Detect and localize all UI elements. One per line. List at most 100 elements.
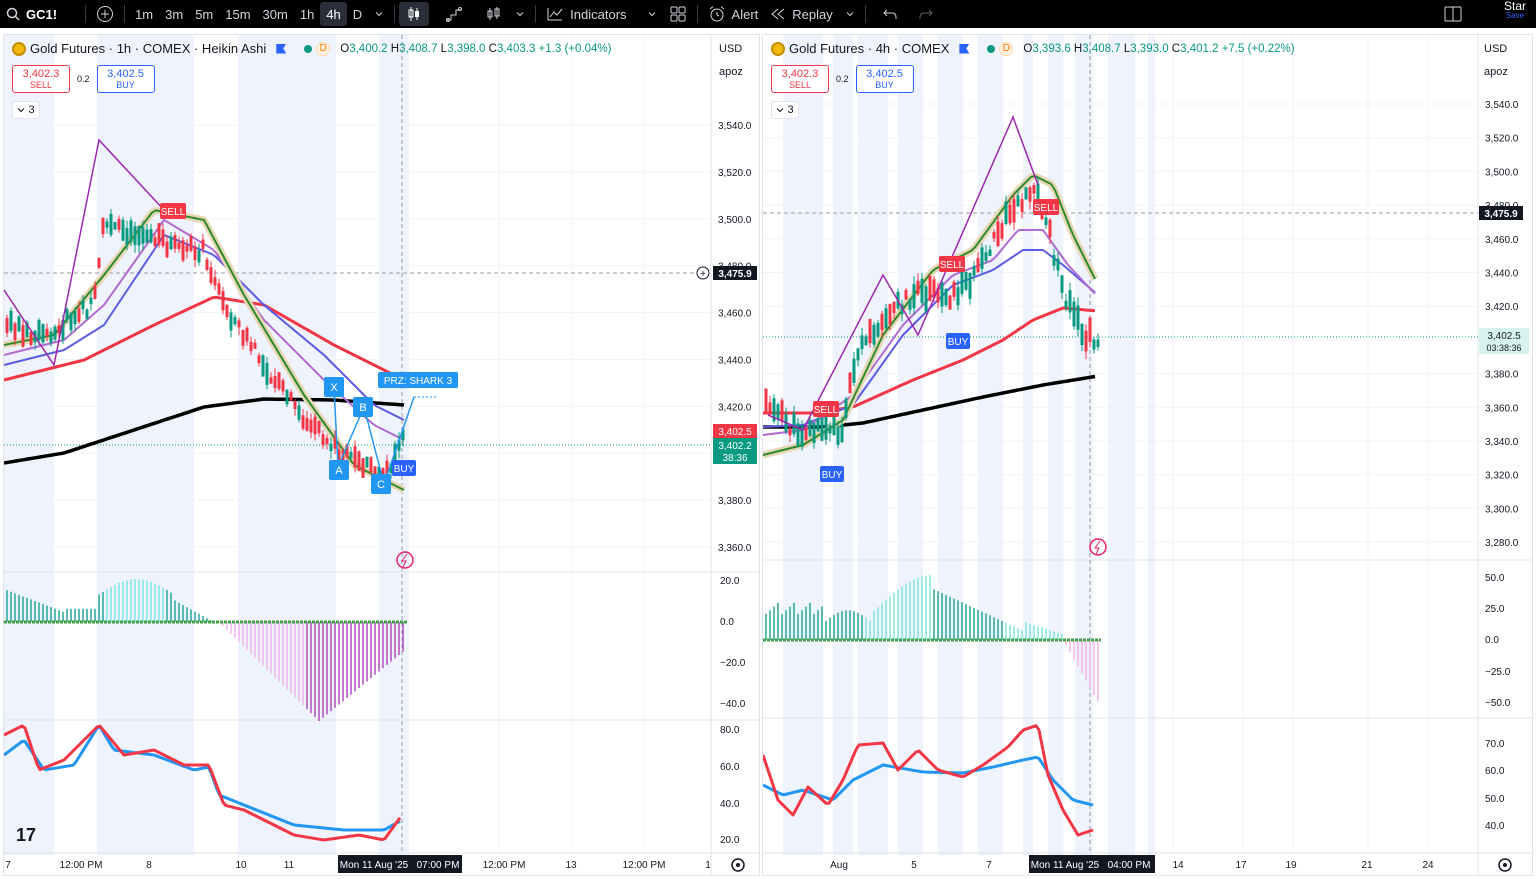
left-sell-button[interactable]: 3,402.3 SELL	[12, 65, 70, 93]
candle-body	[41, 324, 45, 343]
candle-body	[932, 279, 936, 299]
bar-type-button[interactable]	[479, 0, 509, 28]
price-tick: 3,360.0	[718, 543, 752, 554]
sell-signal-bg	[813, 401, 839, 417]
right-indicators-collapse-button[interactable]: 3	[771, 101, 799, 119]
candle-body	[824, 414, 828, 440]
candle-body	[13, 323, 17, 340]
candle-body	[57, 325, 61, 334]
save-button[interactable]: Star Save	[1498, 0, 1536, 28]
buy-label: BUY	[875, 80, 894, 90]
cursor-time: 04:00 PM	[1108, 860, 1151, 871]
candle-body	[37, 320, 41, 341]
session-band	[1023, 35, 1033, 855]
time-tick: 12:00 PM	[483, 860, 526, 871]
interval-1h[interactable]: 1h	[299, 6, 315, 22]
lightning-bolt	[1094, 540, 1101, 555]
candle-body	[964, 271, 968, 290]
layout-button[interactable]	[1438, 0, 1468, 28]
flag-icon[interactable]	[959, 43, 970, 54]
indicators-dropdown[interactable]	[641, 0, 663, 28]
left-buy-button[interactable]: 3,402.5 BUY	[96, 65, 155, 93]
gold-coin-icon	[12, 41, 26, 56]
interval-d[interactable]: D	[352, 6, 363, 22]
right-buy-button[interactable]: 3,402.5 BUY	[855, 65, 914, 93]
left-legend: Gold Futures · 1h · COMEX · Heikin Ashi …	[12, 41, 611, 56]
grid-icon	[670, 6, 686, 22]
time-tick: 7	[986, 860, 992, 871]
interval-1m[interactable]: 1m	[135, 6, 154, 22]
time-tick: 19	[1285, 860, 1297, 871]
alert-button[interactable]: Alert	[702, 0, 765, 28]
compare-symbol-button[interactable]	[90, 0, 120, 28]
alarm-clock-icon	[709, 6, 724, 22]
line-type-button[interactable]	[439, 0, 469, 28]
price-tick: 3,520.0	[718, 168, 752, 179]
macd-tick: 25.0	[1485, 604, 1505, 615]
interval-4h[interactable]: 4h	[320, 2, 347, 26]
flag-icon[interactable]	[276, 43, 287, 54]
candle-body	[1048, 219, 1052, 238]
interval-dropdown[interactable]	[368, 0, 390, 28]
pattern-point-bg	[324, 377, 344, 397]
candle-type-button[interactable]	[399, 2, 430, 26]
candle-body	[317, 420, 321, 434]
interval-15m[interactable]: 15m	[225, 6, 251, 22]
indicators-icon	[547, 8, 563, 21]
replay-button[interactable]: Replay	[764, 0, 838, 28]
macd-tick: 20.0	[720, 576, 740, 587]
time-tick: 8	[146, 860, 152, 871]
candle-body	[988, 249, 992, 256]
candle-body	[5, 318, 9, 334]
undo-button[interactable]	[876, 0, 904, 28]
candle-body	[233, 316, 237, 325]
right-scale-button[interactable]: apoz	[1484, 66, 1508, 78]
candle-body	[1084, 330, 1088, 352]
replay-dropdown[interactable]	[839, 0, 861, 28]
bar-type-dropdown[interactable]	[509, 0, 531, 28]
candle-body	[812, 422, 816, 444]
redo-button[interactable]	[912, 0, 940, 28]
session-band	[833, 35, 853, 855]
tradingview-logo-icon: 17	[16, 825, 36, 845]
left-indicators-collapse-button[interactable]: 3	[12, 101, 40, 119]
alert-label: Alert	[731, 6, 759, 22]
candle-body	[1064, 300, 1068, 308]
right-currency-button[interactable]: USD	[1484, 43, 1508, 55]
candle-body	[113, 222, 117, 230]
pattern-point-A: A	[335, 465, 343, 477]
left-chart-pane[interactable]: X A B C PRZ: SHARK 3 SELL BUY 17 3,540.0 3,520.0 3…	[3, 34, 760, 876]
candle-body	[77, 308, 81, 322]
candle-body	[984, 252, 988, 261]
right-sell-button[interactable]: 3,402.3 SELL	[771, 65, 829, 93]
candle-body	[153, 237, 157, 246]
right-legend: Gold Futures · 4h · COMEX D O3,393.6 H3,…	[771, 41, 1295, 56]
left-title[interactable]: Gold Futures · 1h · COMEX · Heikin Ashi	[30, 41, 267, 56]
templates-button[interactable]	[663, 0, 693, 28]
candle-body	[912, 284, 916, 309]
right-chart-pane[interactable]: SELL SELL SELL BUY BUY 3,540.0 3,520.0 3,500.0 3…	[762, 34, 1533, 876]
left-currency-button[interactable]: USD	[719, 43, 743, 55]
right-title[interactable]: Gold Futures · 4h · COMEX	[789, 41, 950, 56]
interval-3m[interactable]: 3m	[165, 6, 184, 22]
right-chart-canvas[interactable]: SELL SELL SELL BUY BUY 3,540.0 3,520.0 3,500.0 3…	[763, 35, 1533, 876]
symbol-search-button[interactable]: GC1!	[0, 0, 63, 28]
search-icon	[6, 7, 20, 21]
last-price-bg	[1479, 328, 1529, 354]
candle-body	[976, 258, 980, 273]
interval-30m[interactable]: 30m	[262, 6, 288, 22]
candle-body	[129, 220, 133, 242]
interval-5m[interactable]: 5m	[195, 6, 214, 22]
sell-label: SELL	[29, 80, 53, 90]
market-open-icon	[304, 44, 313, 53]
price-tick: 3,340.0	[1485, 437, 1519, 448]
candle-body	[361, 458, 365, 478]
candle-body	[860, 335, 864, 350]
candle-body	[1044, 217, 1048, 226]
indicators-button[interactable]: Indicators	[540, 0, 632, 28]
price-tick: 3,520.0	[1485, 134, 1519, 145]
macd-tick: −25.0	[1485, 667, 1511, 678]
left-scale-button[interactable]: apoz	[719, 66, 743, 78]
candle-body	[369, 457, 373, 473]
